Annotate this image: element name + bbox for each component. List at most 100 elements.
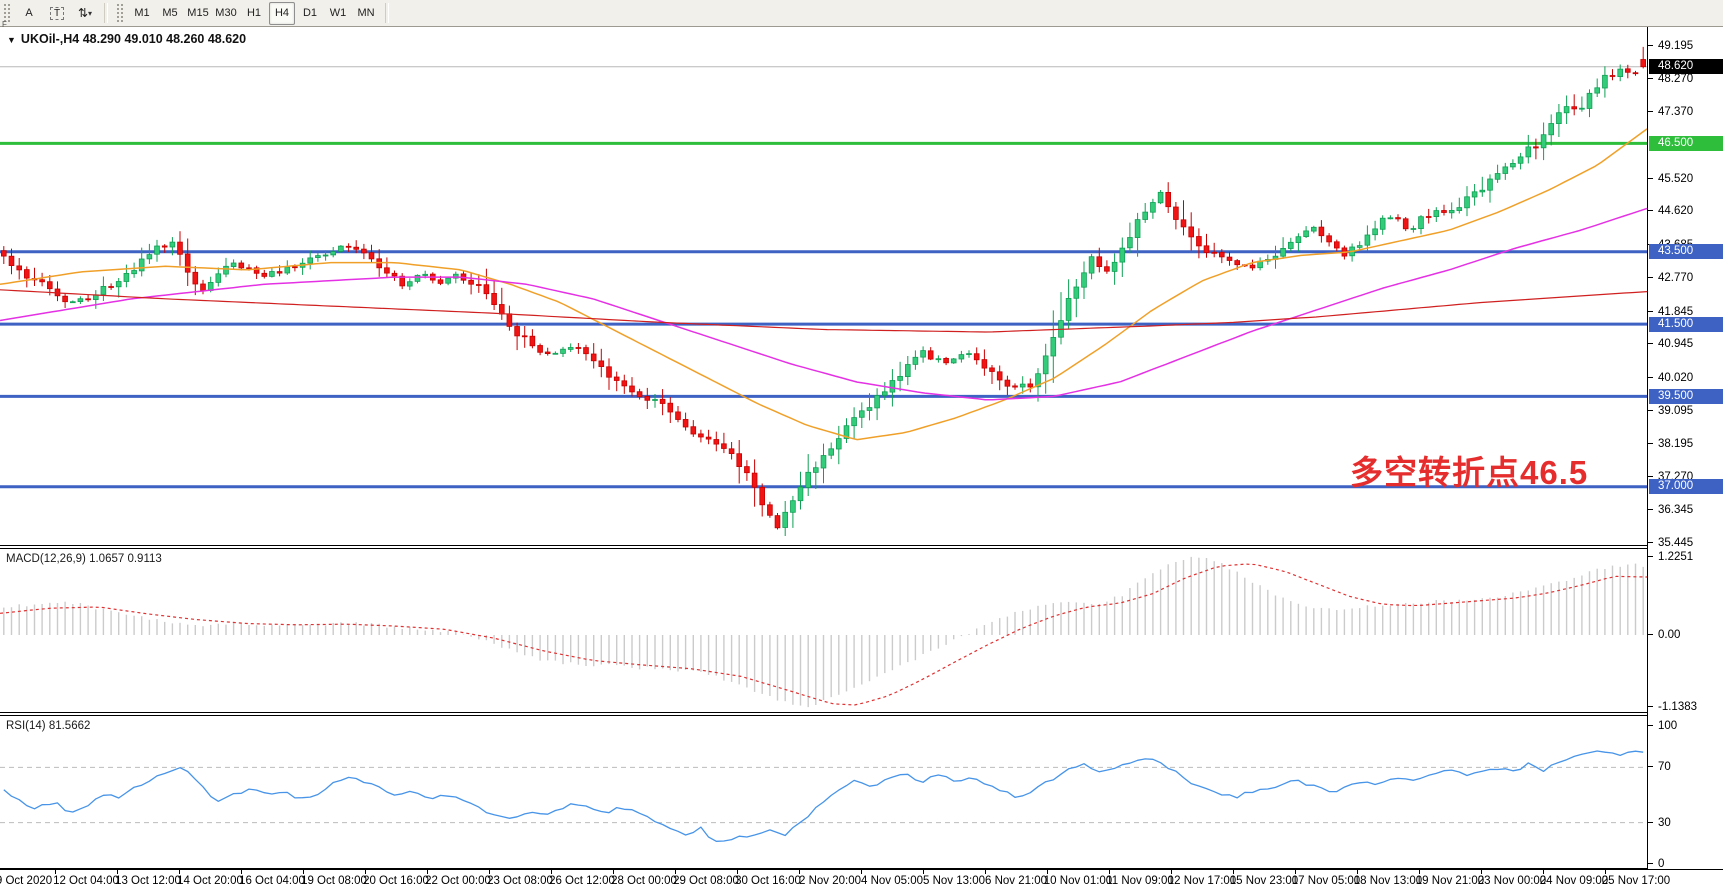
time-axis-label: 6 Nov 21:00 [984, 875, 1048, 887]
time-axis-tick [551, 870, 552, 874]
text-label-button[interactable]: T [44, 2, 70, 25]
time-axis-label: 14 Oct 20:00 [177, 875, 243, 887]
level-price-box: 43.500 [1649, 244, 1723, 260]
tf-button-MN[interactable]: MN [357, 7, 375, 19]
time-axis-tick [923, 870, 924, 874]
chart-title: ▼ UKOil-,H4 48.290 49.010 48.260 48.620 [7, 32, 246, 46]
time-axis-label: 25 Nov 17:00 [1601, 875, 1671, 887]
time-axis-label: 11 Nov 09:00 [1106, 875, 1174, 887]
time-axis-label: 2 Nov 20:00 [798, 875, 862, 887]
tf-button-M5[interactable]: M5 [162, 7, 178, 19]
time-axis-label: 16 Oct 04:00 [239, 875, 305, 887]
time-axis-label: 9 Oct 2020 [0, 875, 53, 887]
toolbar-separator [385, 3, 389, 23]
price-tick-label: 38.195 [1648, 437, 1723, 451]
time-axis-label: 4 Nov 05:00 [860, 875, 924, 887]
tf-button-M1[interactable]: M1 [134, 7, 150, 19]
price-tick-label: 35.445 [1648, 536, 1723, 550]
symbol-ohlc-text: UKOil-,H4 48.290 49.010 48.260 48.620 [20, 32, 247, 46]
time-axis-tick [985, 870, 986, 874]
tf-button-M15[interactable]: M15 [187, 7, 209, 19]
price-axis[interactable]: 49.19548.27047.37045.52044.62043.68542.7… [1647, 27, 1723, 871]
time-axis-label: 24 Nov 09:00 [1539, 875, 1609, 887]
time-axis-tick [737, 870, 738, 874]
time-axis-label: 30 Oct 16:00 [735, 875, 801, 887]
time-axis-label: 5 Nov 13:00 [922, 875, 986, 887]
time-axis-tick [1357, 870, 1358, 874]
arrange-arrows-button[interactable]: ⇅ ▾ [72, 2, 98, 25]
arrows-icon: ⇅ [77, 6, 88, 20]
toolbar-grip[interactable]: F [2, 3, 11, 29]
time-axis-label: 19 Nov 21:00 [1415, 875, 1485, 887]
macd-scale-label: 1.2251 [1648, 550, 1723, 564]
time-axis-label: 23 Oct 08:00 [487, 875, 553, 887]
time-axis-tick [1543, 870, 1544, 874]
toolbar-grip-label: F [2, 20, 7, 29]
panel-separator[interactable] [0, 715, 1723, 716]
tf-button-W1[interactable]: W1 [329, 7, 347, 19]
time-axis-tick [1481, 870, 1482, 874]
time-axis-tick [303, 870, 304, 874]
price-chart-panel[interactable]: ▼ UKOil-,H4 48.290 49.010 48.260 48.620 多… [0, 27, 1647, 546]
chart-annotation-text[interactable]: 多空转折点46.5 [1350, 454, 1589, 491]
time-axis-label: 29 Oct 08:00 [673, 875, 739, 887]
time-axis-tick [241, 870, 242, 874]
macd-label: MACD(12,26,9) 1.0657 0.9113 [6, 553, 162, 565]
time-axis-tick [799, 870, 800, 874]
time-axis-tick [1233, 870, 1234, 874]
time-axis-tick [365, 870, 366, 874]
macd-scale-label: -1.1383 [1648, 700, 1723, 714]
time-axis[interactable]: 9 Oct 2020 12 Oct 04:00 13 Oct 12:00 14 Oct… [0, 869, 1723, 893]
time-axis-tick [675, 870, 676, 874]
panel-separator[interactable] [0, 712, 1723, 713]
price-tick-label: 42.770 [1648, 271, 1723, 285]
price-tick-label: 48.270 [1648, 72, 1723, 86]
level-price-box: 39.500 [1649, 388, 1723, 404]
tf-button-D1[interactable]: D1 [302, 7, 318, 19]
panel-separator[interactable] [0, 548, 1723, 549]
tf-button-M30[interactable]: M30 [215, 7, 237, 19]
price-tick-label: 36.345 [1648, 503, 1723, 517]
tf-button-H1[interactable]: H1 [246, 7, 262, 19]
macd-indicator-panel[interactable]: MACD(12,26,9) 1.0657 0.9113 [0, 549, 1647, 712]
timeframe-toolbar-grip[interactable] [116, 3, 124, 23]
time-axis-label: 22 Oct 00:00 [425, 875, 491, 887]
level-price-box: 37.000 [1649, 479, 1723, 495]
rsi-scale-label: 30 [1648, 816, 1723, 830]
tf-button-H4[interactable]: H4 [269, 1, 295, 25]
time-axis-label: 12 Nov 17:00 [1167, 875, 1237, 887]
panel-separator[interactable] [0, 545, 1723, 546]
chevron-down-icon: ▾ [88, 8, 93, 18]
time-axis-tick [427, 870, 428, 874]
time-axis-label: 28 Oct 00:00 [611, 875, 677, 887]
price-tick-label: 44.620 [1648, 204, 1723, 218]
time-axis-label: 10 Nov 01:00 [1043, 875, 1113, 887]
level-price-box: 41.500 [1649, 316, 1723, 332]
current-price-box: 48.620 [1649, 59, 1723, 75]
rsi-scale-label: 0 [1648, 857, 1723, 871]
time-axis-tick [861, 870, 862, 874]
annotate-text-button[interactable]: A [25, 7, 33, 19]
price-tick-label: 39.095 [1648, 404, 1723, 418]
price-tick-label: 41.845 [1648, 305, 1723, 319]
toolbar: F A T ⇅ ▾ M1 M5 M15 M30 H1 H4 D1 W1 MN [0, 0, 1723, 29]
rsi-indicator-panel[interactable]: RSI(14) 81.5662 [0, 716, 1647, 868]
time-axis-label: 17 Nov 05:00 [1291, 875, 1361, 887]
time-axis-tick [1419, 870, 1420, 874]
collapse-triangle-icon: ▼ [7, 35, 16, 45]
panel-separator [0, 868, 1723, 869]
time-axis-tick [1295, 870, 1296, 874]
price-tick-label: 40.945 [1648, 337, 1723, 351]
toolbar-separator [104, 3, 108, 23]
rsi-scale-label: 70 [1648, 760, 1723, 774]
time-axis-tick [55, 870, 56, 874]
time-axis-label: 12 Oct 04:00 [53, 875, 119, 887]
time-axis-tick [1171, 870, 1172, 874]
time-axis-label: 20 Oct 16:00 [363, 875, 429, 887]
rsi-label: RSI(14) 81.5662 [6, 720, 91, 732]
rsi-scale-label: 100 [1648, 719, 1723, 733]
time-axis-label: 13 Oct 12:00 [115, 875, 181, 887]
price-tick-label: 40.020 [1648, 371, 1723, 385]
price-tick-label: 45.520 [1648, 172, 1723, 186]
